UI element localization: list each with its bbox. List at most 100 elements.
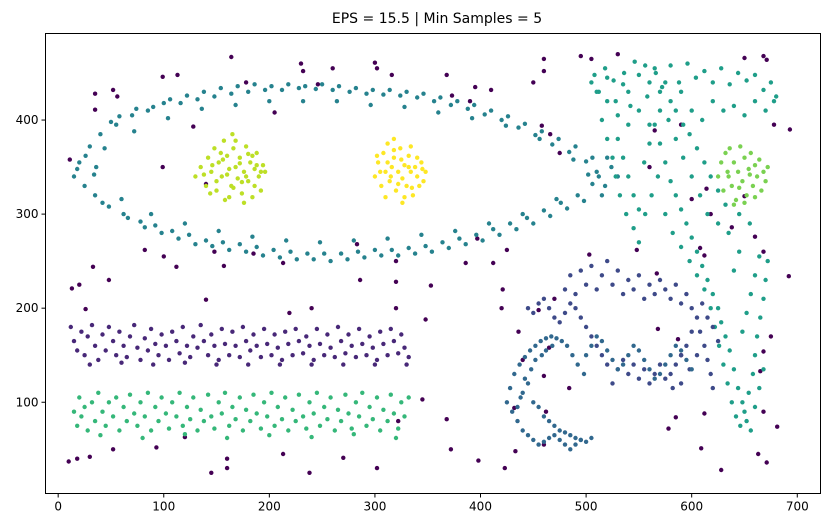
data-point-cluster-purple-band-43	[219, 326, 224, 332]
data-point-noise-88	[761, 249, 766, 254]
data-point-cluster-left-blob-20	[243, 144, 249, 149]
data-point-cluster-green-band-35	[191, 395, 196, 400]
data-point-cluster-top-ring-90	[260, 253, 266, 258]
data-point-cluster-top-ring-102	[362, 255, 367, 260]
data-point-cluster-center-blob-13	[402, 163, 407, 168]
data-point-cluster-top-ring-79	[167, 97, 173, 102]
data-point-cluster-top-ring-144	[250, 234, 255, 239]
data-point-cluster-green-band-15	[121, 404, 126, 410]
data-point-cluster-top-ring-143	[233, 102, 238, 108]
data-point-cluster-green-band-99	[182, 432, 188, 437]
data-point-cluster-top-ring-69	[83, 153, 88, 158]
data-point-cluster-top-ring-134	[94, 164, 99, 170]
data-point-cluster-top-ring-119	[505, 114, 511, 119]
data-point-cluster-purple-band-13	[114, 353, 119, 358]
data-point-cluster-bottom-hook-9	[527, 348, 533, 353]
data-point-cluster-green-band-28	[166, 426, 172, 431]
data-point-cluster-middle-arc-50	[589, 334, 594, 339]
data-point-cluster-top-right-blob-14	[746, 166, 751, 172]
data-point-cluster-top-ring-77	[151, 104, 156, 110]
data-point-cluster-top-ring-50	[474, 232, 479, 237]
data-point-cluster-green-band-55	[261, 400, 267, 405]
data-point-cluster-top-right-71	[626, 122, 631, 127]
data-point-cluster-center-blob-28	[378, 169, 383, 174]
data-point-cluster-top-right-125	[747, 221, 752, 226]
data-point-cluster-top-right-27	[613, 174, 618, 179]
data-point-cluster-purple-band-90	[385, 353, 390, 358]
data-point-cluster-top-ring-16	[186, 232, 192, 237]
data-point-cluster-top-ring-10	[138, 219, 143, 224]
data-point-cluster-top-ring-60	[558, 200, 563, 205]
data-point-cluster-top-ring-58	[541, 208, 547, 213]
data-point-cluster-bottom-hook-50	[689, 367, 694, 372]
data-point-cluster-top-ring-41	[398, 93, 403, 98]
data-point-cluster-top-right-blob-22	[763, 179, 768, 184]
data-point-cluster-bottom-hook-23	[564, 343, 570, 348]
data-point-cluster-middle-arc-3	[578, 268, 583, 273]
data-point-cluster-top-right-136	[653, 70, 658, 76]
data-point-cluster-bottom-hook-42	[647, 367, 652, 372]
data-point-cluster-green-band-22	[145, 390, 151, 395]
data-point-cluster-left-blob-43	[243, 174, 249, 179]
data-point-cluster-bottom-hook-62	[578, 437, 583, 443]
data-point-cluster-top-right-92	[631, 193, 636, 198]
data-point-cluster-bottom-hook-7	[522, 354, 528, 360]
data-point-cluster-top-ring-72	[108, 119, 114, 125]
data-point-noise-120	[175, 72, 180, 78]
data-point-cluster-purple-band-79	[346, 332, 351, 337]
data-point-noise-53	[77, 282, 82, 287]
data-point-cluster-green-band-63	[290, 407, 295, 412]
data-point-cluster-top-right-5	[628, 103, 633, 109]
data-point-noise-35	[504, 247, 510, 253]
data-point-cluster-purple-band-91	[388, 326, 393, 332]
data-point-cluster-center-blob-36	[374, 153, 380, 158]
data-point-cluster-purple-band-70	[314, 326, 320, 332]
data-point-cluster-top-ring-74	[125, 215, 131, 221]
data-point-cluster-green-band-58	[272, 423, 277, 428]
data-point-cluster-top-right-43	[716, 343, 722, 348]
data-point-cluster-middle-arc-5	[589, 263, 594, 269]
data-point-cluster-top-right-89	[615, 136, 620, 142]
data-point-cluster-middle-arc-32	[684, 343, 689, 348]
data-point-cluster-middle-arc-37	[657, 362, 663, 367]
data-point-cluster-top-right-17	[727, 82, 732, 87]
data-point-noise-74	[589, 56, 594, 62]
data-point-cluster-bottom-hook-41	[642, 357, 647, 363]
data-point-cluster-top-right-141	[602, 66, 608, 71]
data-point-cluster-top-right-137	[643, 63, 648, 68]
x-tick-label-300: 300	[363, 500, 386, 514]
data-point-cluster-top-right-129	[708, 174, 713, 179]
data-point-cluster-top-right-2	[605, 75, 610, 80]
data-point-cluster-top-ring-54	[507, 221, 513, 226]
data-point-cluster-purple-band-66	[300, 351, 306, 356]
data-point-noise-8	[224, 465, 230, 471]
data-point-noise-69	[467, 99, 473, 104]
data-point-cluster-middle-arc-21	[673, 282, 678, 287]
data-point-cluster-top-ring-73	[117, 114, 122, 119]
data-point-noise-4	[154, 445, 159, 450]
data-point-cluster-top-ring-164	[586, 172, 591, 177]
data-point-cluster-top-ring-93	[286, 82, 291, 87]
data-point-cluster-top-ring-118	[497, 232, 502, 237]
data-point-cluster-top-right-101	[678, 207, 684, 212]
data-point-cluster-purple-band-16	[124, 354, 129, 360]
data-point-cluster-middle-arc-26	[697, 329, 703, 334]
data-point-cluster-middle-arc-52	[578, 315, 583, 320]
data-point-cluster-purple-band-58	[272, 332, 277, 337]
data-point-cluster-top-right-126	[737, 211, 742, 217]
data-point-cluster-top-ring-153	[402, 104, 407, 110]
data-point-cluster-purple-band-93	[396, 351, 401, 356]
data-point-noise-87	[752, 234, 758, 239]
data-point-cluster-top-ring-95	[303, 84, 308, 89]
data-point-cluster-top-ring-12	[153, 223, 158, 228]
data-point-cluster-top-right-33	[649, 193, 654, 198]
data-point-cluster-bottom-hook-33	[599, 338, 605, 344]
data-point-cluster-top-ring-122	[531, 221, 536, 226]
data-point-noise-14	[448, 447, 454, 452]
data-point-cluster-purple-band-9	[100, 332, 105, 337]
data-point-cluster-purple-band-94	[399, 332, 404, 337]
data-point-cluster-top-right-12	[685, 61, 690, 66]
data-point-cluster-top-ring-157	[469, 116, 475, 121]
data-point-cluster-top-ring-64	[590, 181, 595, 187]
data-point-cluster-top-ring-149	[334, 99, 340, 104]
